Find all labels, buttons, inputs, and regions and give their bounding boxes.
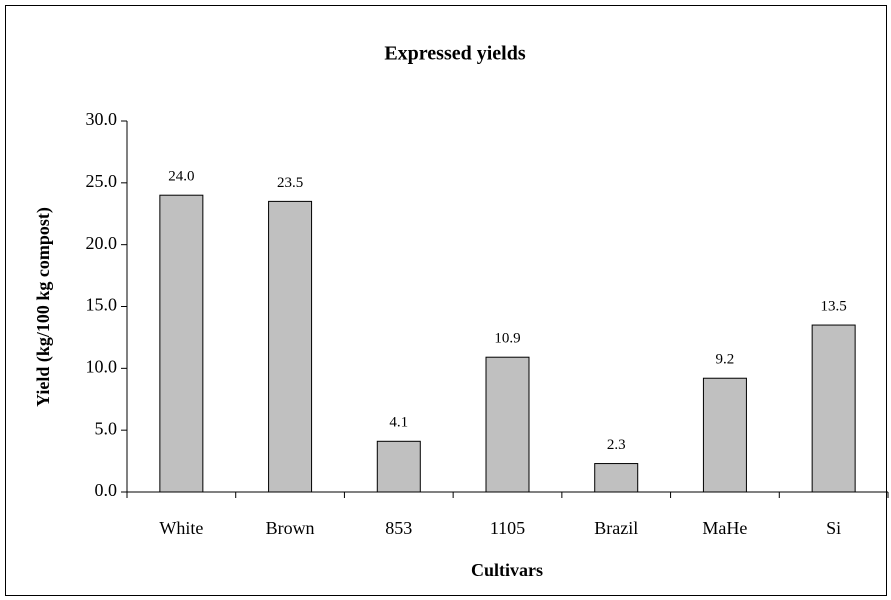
- bar: [268, 200, 313, 493]
- y-axis-label: Yield (kg/100 kg compost): [33, 207, 54, 407]
- chart-title: Expressed yields: [384, 43, 526, 65]
- bar: [485, 356, 530, 493]
- x-tick-label: Brown: [266, 518, 315, 538]
- y-tick-label: 0.0: [95, 480, 118, 500]
- x-tick-label: Si: [826, 518, 841, 538]
- y-tick-label: 10.0: [86, 356, 118, 376]
- bar: [376, 440, 421, 493]
- x-axis-label: Cultivars: [471, 560, 543, 580]
- bar: [159, 194, 204, 493]
- x-tick-label: MaHe: [702, 518, 747, 538]
- value-label: 4.1: [389, 415, 408, 431]
- value-label: 23.5: [277, 175, 303, 191]
- y-tick-label: 5.0: [95, 418, 118, 438]
- value-label: 24.0: [168, 169, 194, 185]
- x-tick-label: 1105: [490, 518, 525, 538]
- y-tick-label: 15.0: [86, 295, 118, 315]
- x-tick-label: 853: [385, 518, 412, 538]
- value-label: 9.2: [716, 352, 735, 368]
- x-tick-label: Brazil: [594, 518, 638, 538]
- y-tick-label: 20.0: [86, 233, 118, 253]
- y-tick-label: 25.0: [86, 171, 118, 191]
- value-label: 10.9: [494, 331, 520, 347]
- value-label: 2.3: [607, 437, 626, 453]
- chart-frame: [5, 5, 887, 596]
- y-tick-label: 30.0: [86, 109, 118, 129]
- value-label: 13.5: [821, 298, 847, 314]
- bar: [702, 377, 747, 493]
- bar: [594, 463, 639, 493]
- bar: [811, 324, 856, 493]
- x-tick-label: White: [159, 518, 203, 538]
